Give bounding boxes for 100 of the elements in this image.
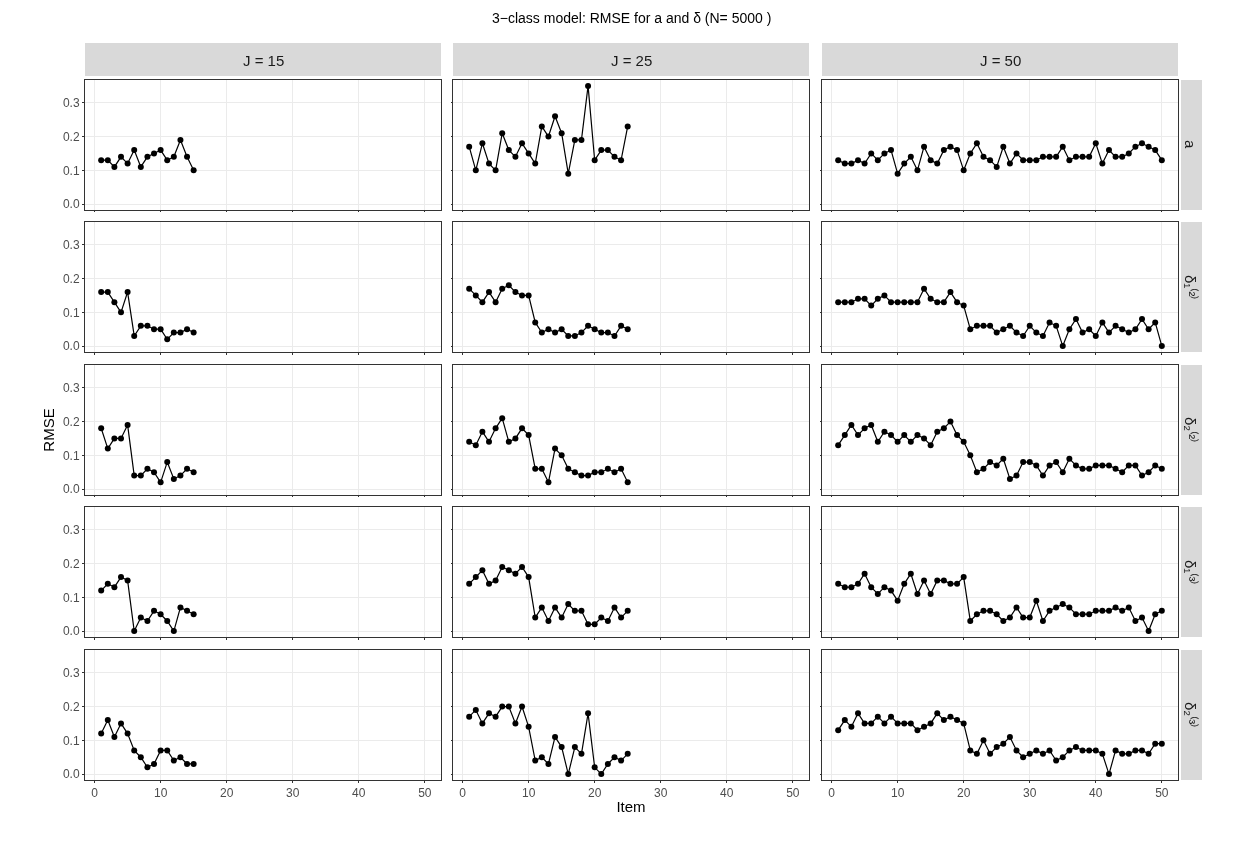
y-tick-label: 0.1	[62, 305, 80, 320]
x-tick-label: 20	[219, 785, 234, 800]
point	[953, 581, 960, 587]
point	[1066, 326, 1073, 333]
point	[900, 160, 907, 167]
point	[947, 713, 954, 720]
point	[894, 438, 901, 445]
point	[1112, 604, 1119, 611]
point	[1125, 329, 1132, 336]
chart-title: J = 25	[611, 52, 653, 69]
point	[565, 770, 572, 777]
point	[1059, 469, 1066, 475]
point	[512, 153, 519, 160]
point	[1026, 323, 1033, 330]
point	[157, 479, 164, 486]
point	[1125, 150, 1132, 157]
point	[887, 713, 894, 720]
point	[986, 750, 993, 757]
point	[920, 435, 927, 442]
point	[1158, 465, 1165, 472]
point	[940, 299, 947, 306]
point	[900, 431, 907, 438]
point	[466, 713, 473, 720]
point	[1092, 608, 1099, 615]
point	[499, 286, 506, 293]
point	[605, 618, 612, 625]
point	[1059, 343, 1066, 350]
y-tick-label: 0.1	[62, 163, 80, 178]
point	[177, 753, 184, 760]
point	[144, 618, 151, 625]
point	[1006, 614, 1013, 621]
point	[1099, 608, 1106, 615]
point	[881, 428, 888, 435]
point	[111, 163, 118, 170]
point	[1046, 462, 1053, 469]
point	[1046, 747, 1053, 754]
point	[618, 757, 625, 764]
point	[466, 286, 473, 293]
point	[1032, 157, 1039, 164]
point	[1072, 611, 1079, 618]
point	[914, 591, 921, 598]
point	[184, 465, 191, 472]
text: δ₂⁽²⁾	[1181, 416, 1199, 442]
point	[966, 326, 973, 333]
point	[960, 720, 967, 727]
point	[473, 441, 480, 448]
point	[190, 760, 197, 767]
point	[1026, 750, 1033, 757]
y-tick-label: 0.0	[62, 624, 80, 639]
point	[980, 736, 987, 743]
point	[834, 581, 841, 587]
point	[611, 153, 618, 160]
point	[947, 143, 954, 150]
point	[486, 438, 493, 445]
point	[466, 438, 473, 445]
point	[1132, 618, 1139, 625]
point	[104, 581, 111, 587]
point	[506, 567, 513, 574]
point	[980, 465, 987, 472]
point	[848, 299, 855, 306]
point	[585, 82, 592, 89]
point	[572, 469, 579, 475]
point	[993, 462, 1000, 469]
point	[1085, 611, 1092, 618]
point	[834, 726, 841, 733]
point	[1145, 143, 1152, 150]
point	[894, 170, 901, 177]
x-tick-label: 30	[1022, 785, 1037, 800]
point	[486, 160, 493, 167]
point	[940, 716, 947, 723]
point	[907, 153, 914, 160]
point	[545, 133, 552, 140]
point	[980, 153, 987, 160]
point	[572, 136, 579, 143]
point	[1072, 153, 1079, 160]
point	[927, 720, 934, 727]
point	[1105, 329, 1112, 336]
point	[611, 604, 618, 611]
point	[980, 608, 987, 615]
point	[867, 720, 874, 727]
point	[834, 299, 841, 306]
point	[920, 577, 927, 584]
point	[565, 465, 572, 472]
point	[170, 329, 177, 336]
point	[973, 140, 980, 147]
point	[532, 757, 539, 764]
point	[841, 160, 848, 167]
point	[953, 716, 960, 723]
point	[1032, 747, 1039, 754]
x-tick-label: 0	[827, 785, 835, 800]
point	[1032, 329, 1039, 336]
point	[164, 157, 171, 164]
point	[1151, 740, 1158, 747]
point	[177, 136, 184, 143]
point	[887, 431, 894, 438]
point	[999, 326, 1006, 333]
point	[177, 472, 184, 479]
point	[578, 750, 585, 757]
point	[190, 167, 197, 174]
y-tick-label: 0.2	[62, 414, 80, 429]
